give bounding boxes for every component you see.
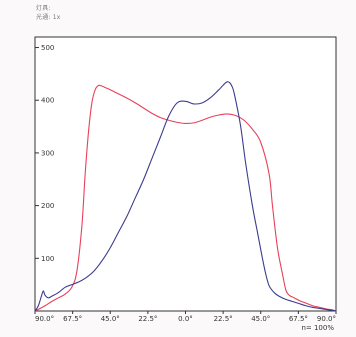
y-tick-label: 200 <box>41 202 54 210</box>
x-tick-label: 67.5° <box>63 315 82 323</box>
y-tick-label: 500 <box>41 44 54 52</box>
y-tick-label: 300 <box>41 149 54 157</box>
y-tick-label: 100 <box>41 255 54 263</box>
x-tick-label: 67.5° <box>289 315 308 323</box>
y-tick-label: 400 <box>41 97 54 105</box>
x-axis: 90.0° 67.5° 45.0° 22.5° 0.0° 22.5° 45.0° 67.5° 9… <box>35 311 336 323</box>
efficiency-annotation: n= 100% <box>301 324 334 332</box>
x-tick-label: 90.0° <box>35 315 54 323</box>
x-tick-label: 0.0° <box>178 315 193 323</box>
x-tick-label: 22.5° <box>138 315 157 323</box>
x-tick-label: 22.5° <box>214 315 233 323</box>
plot-frame <box>35 37 336 311</box>
x-tick-label: 90.0° <box>317 315 336 323</box>
x-tick-label: 45.0° <box>101 315 120 323</box>
x-tick-label: 45.0° <box>251 315 270 323</box>
